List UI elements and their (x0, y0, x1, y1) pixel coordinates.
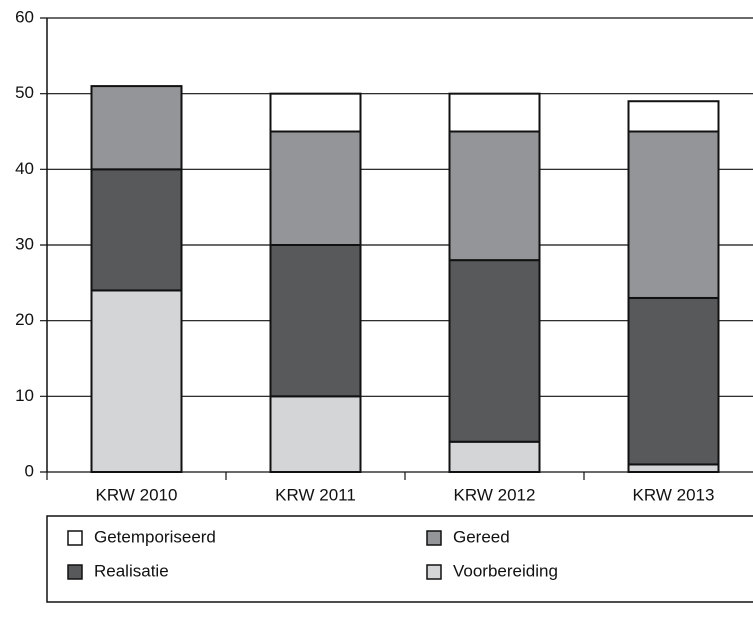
bar-segment (627, 463, 720, 473)
legend-swatch (67, 530, 83, 546)
legend-label: Gereed (453, 527, 510, 546)
bar-segment (90, 289, 183, 473)
bar-segment (448, 440, 541, 474)
bar-segment (627, 296, 720, 466)
legend-swatch (426, 530, 442, 546)
bar-segment (90, 85, 183, 171)
bar-segment (627, 100, 720, 133)
y-tick-label: 10 (15, 386, 34, 405)
bar-segment (269, 395, 362, 474)
y-tick-label: 60 (15, 7, 34, 26)
bar-segment (448, 259, 541, 443)
bar-segment (448, 130, 541, 262)
bar-segment (269, 244, 362, 398)
y-tick-label: 0 (25, 461, 34, 480)
x-tick-label: KRW 2010 (96, 485, 178, 504)
y-tick-label: 20 (15, 310, 34, 329)
y-tick-label: 30 (15, 234, 34, 253)
legend-label: Realisatie (94, 561, 169, 580)
y-tick-label: 40 (15, 159, 34, 178)
bar-segment (90, 168, 183, 292)
x-tick-label: KRW 2013 (633, 485, 715, 504)
x-tick-label: KRW 2011 (275, 485, 356, 504)
bar-segment (627, 130, 720, 299)
bar-segment (269, 92, 362, 133)
bar-segment (448, 92, 541, 133)
bar-segment (269, 130, 362, 246)
legend-label: Voorbereiding (453, 561, 558, 580)
y-tick-label: 50 (15, 83, 34, 102)
legend-box (46, 515, 753, 603)
legend-label: Getemporiseerd (94, 527, 216, 546)
x-tick-label: KRW 2012 (454, 485, 536, 504)
legend-swatch (426, 564, 442, 580)
legend-swatch (67, 564, 83, 580)
